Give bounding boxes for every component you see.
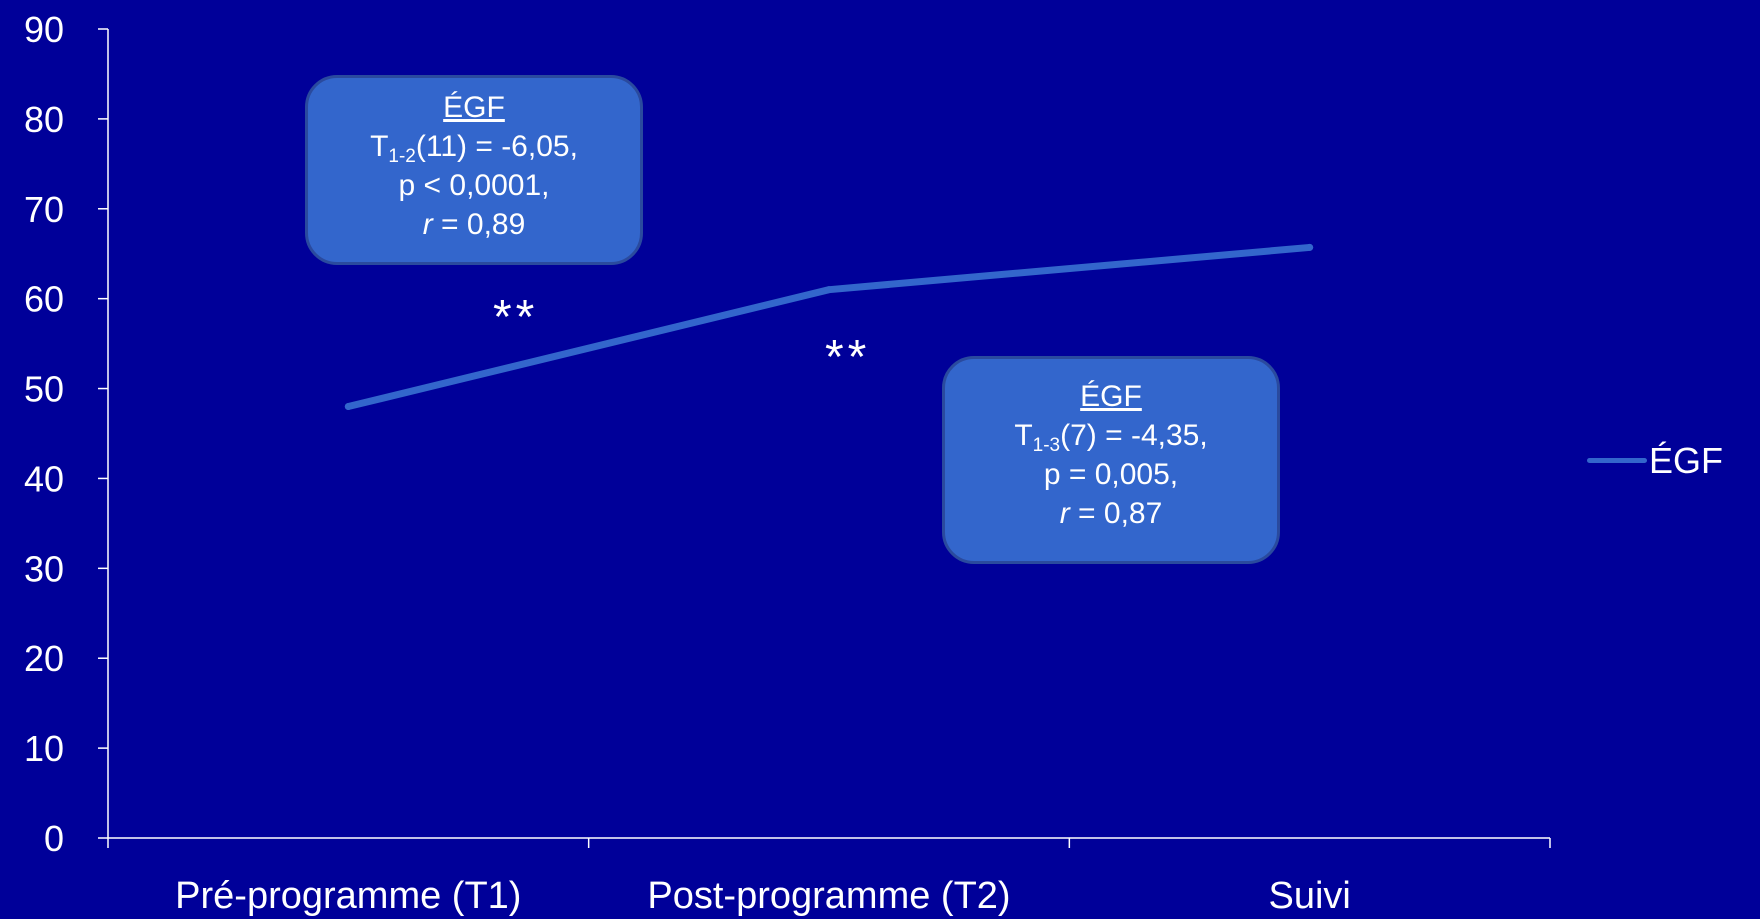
callout-test-statistic: T1-3(7) = -4,35, <box>1014 419 1208 456</box>
x-tick-label: Post-programme (T2) <box>647 875 1010 917</box>
y-tick-label: 60 <box>24 279 64 320</box>
data-point-egf <box>825 286 833 294</box>
y-tick-label: 0 <box>44 818 64 859</box>
legend-swatch-egf <box>1587 458 1647 463</box>
y-tick-label: 20 <box>24 638 64 679</box>
data-point-egf <box>1306 243 1314 251</box>
y-tick-label: 90 <box>24 9 64 50</box>
x-tick-labels: Pré-programme (T1) Post-programme (T2) Sui… <box>175 875 1351 917</box>
data-point-egf <box>344 403 352 411</box>
stat-callout-t1-t3: ÉGF T1-3(7) = -4,35, p = 0,005, r = 0,87 <box>942 356 1280 564</box>
callout-p-value: p = 0,005, <box>1043 458 1179 491</box>
y-tick-label: 70 <box>24 189 64 230</box>
callout-p-value: p < 0,0001, <box>398 169 550 202</box>
legend-label-egf: ÉGF <box>1649 440 1724 481</box>
significance-stars-t1-t2: ** <box>493 291 539 344</box>
callout-effect-size: r = 0,87 <box>1059 497 1163 530</box>
callout-title: ÉGF <box>443 91 505 124</box>
stat-callout-t1-t2: ÉGF T1-2(11) = -6,05, p < 0,0001, r = 0,… <box>305 75 643 265</box>
callout-test-statistic: T1-2(11) = -6,05, <box>370 130 578 167</box>
y-tick-label: 50 <box>24 369 64 410</box>
y-tick-labels: 0 10 20 30 40 50 60 70 80 90 <box>24 9 64 859</box>
x-tick-label: Pré-programme (T1) <box>175 875 521 917</box>
y-tick-label: 30 <box>24 548 64 589</box>
y-tick-label: 10 <box>24 728 64 769</box>
y-tick-label: 80 <box>24 99 64 140</box>
y-tick-label: 40 <box>24 458 64 499</box>
significance-stars-t1-t3: ** <box>825 331 871 384</box>
series-layer <box>344 243 1314 411</box>
callout-title: ÉGF <box>1080 380 1142 413</box>
x-tick-label: Suivi <box>1268 875 1350 917</box>
axes <box>98 28 1551 848</box>
callout-effect-size: r = 0,89 <box>422 208 526 241</box>
